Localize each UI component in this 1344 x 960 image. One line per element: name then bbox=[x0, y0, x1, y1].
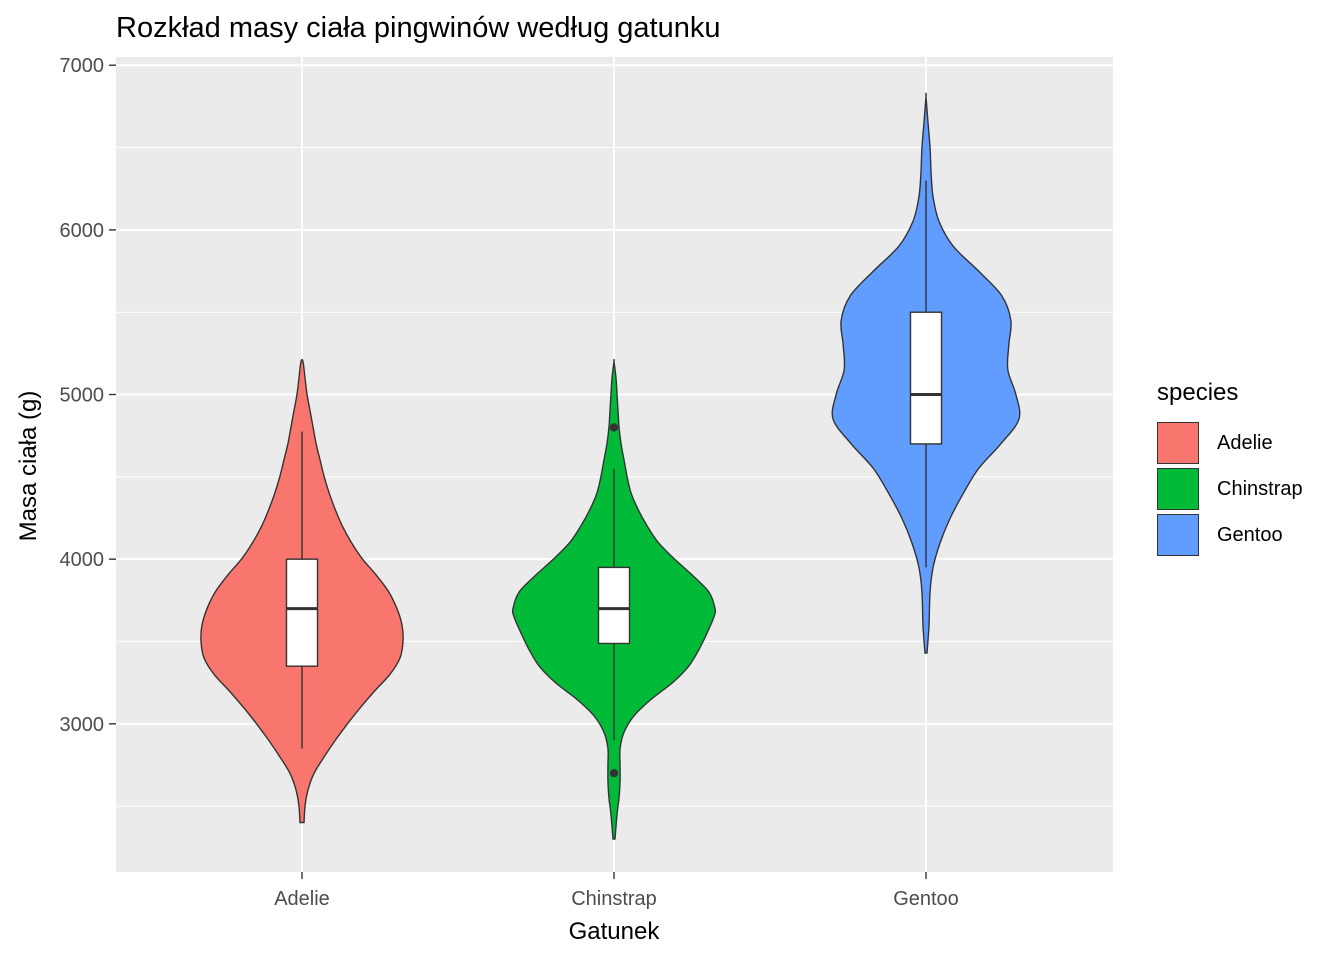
violins bbox=[200, 92, 1021, 840]
axes: 3000 4000 5000 6000 7000 Adelie Chinstrap Gento… bbox=[60, 55, 959, 910]
box-gentoo bbox=[909, 311, 943, 445]
x-tick-label: Adelie bbox=[274, 888, 330, 910]
legend-key-chinstrap bbox=[1157, 468, 1199, 510]
y-tick-label: 4000 bbox=[60, 549, 105, 571]
legend-label-adelie: Adelie bbox=[1217, 432, 1273, 454]
violin-group-gentoo bbox=[831, 92, 1021, 654]
y-axis-label: Masa ciała (g) bbox=[15, 391, 42, 542]
violin-group-adelie bbox=[200, 358, 404, 824]
legend-label-chinstrap: Chinstrap bbox=[1217, 478, 1303, 500]
outlier-point bbox=[609, 423, 619, 432]
x-axis-label: Gatunek bbox=[569, 918, 661, 945]
x-tick-label: Gentoo bbox=[893, 888, 959, 910]
y-tick-label: 5000 bbox=[60, 385, 105, 407]
violin-group-chinstrap bbox=[511, 358, 717, 840]
y-tick-label: 6000 bbox=[60, 220, 105, 242]
y-tick-label: 7000 bbox=[60, 55, 105, 77]
chart-title: Rozkład masy ciała pingwinów według gatu… bbox=[116, 12, 721, 44]
box-chinstrap bbox=[597, 566, 631, 645]
x-tick-label: Chinstrap bbox=[571, 888, 657, 910]
legend-label-gentoo: Gentoo bbox=[1217, 524, 1283, 546]
box-adelie bbox=[285, 558, 319, 667]
legend-key-adelie bbox=[1157, 422, 1199, 464]
legend-title: species bbox=[1157, 379, 1239, 406]
outlier-point bbox=[609, 769, 619, 778]
y-tick-label: 3000 bbox=[60, 714, 105, 736]
legend-key-gentoo bbox=[1157, 514, 1199, 556]
